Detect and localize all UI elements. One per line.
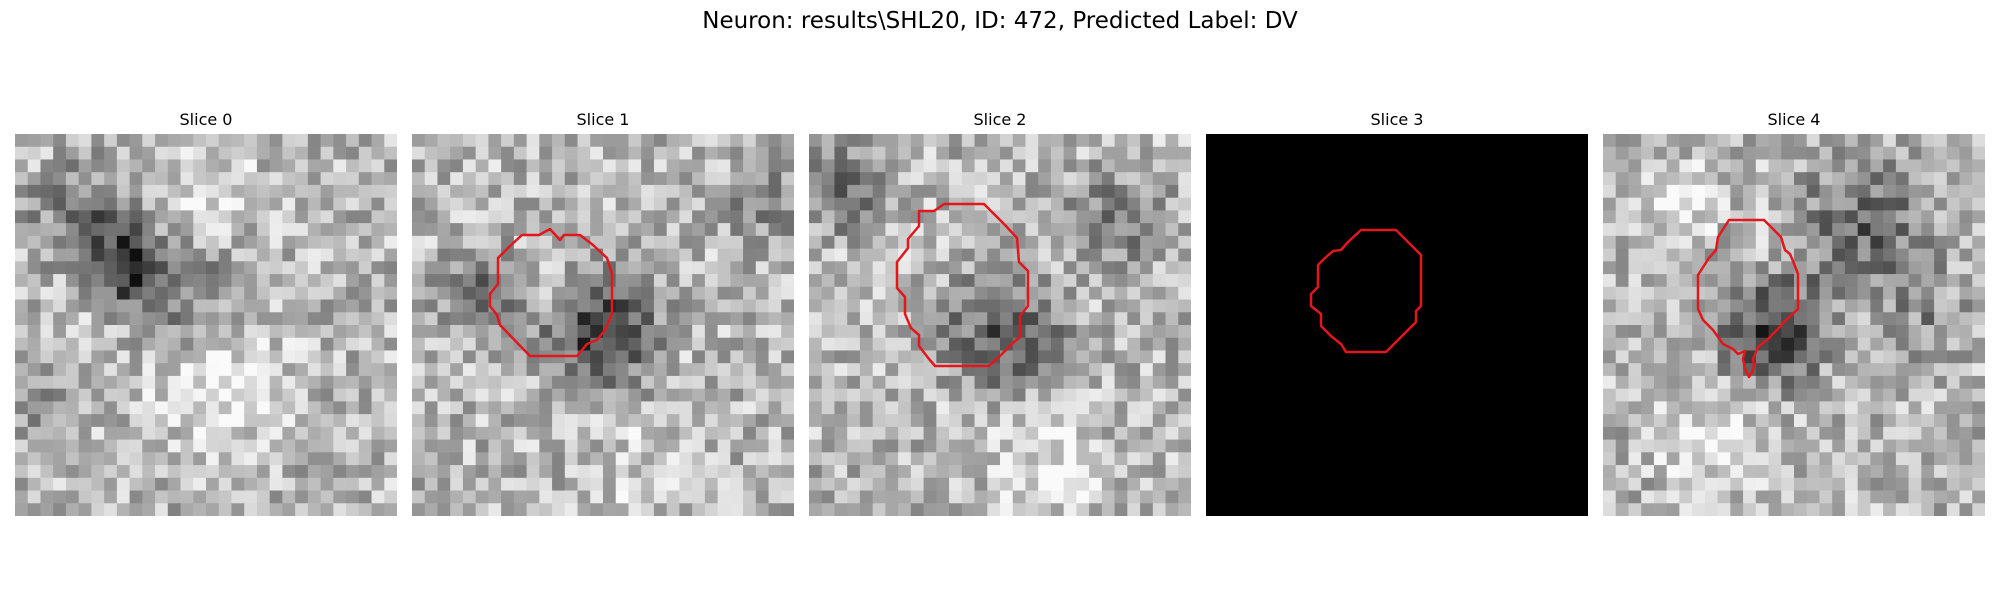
slice-panel-0: Slice 0 xyxy=(15,110,397,519)
slice-panel-2: Slice 2 xyxy=(809,110,1191,519)
slice-pixels xyxy=(412,134,794,516)
slice-image-4 xyxy=(1603,134,1985,516)
figure-title: Neuron: results\SHL20, ID: 472, Predicte… xyxy=(702,8,1298,34)
slice-image-0 xyxy=(15,134,397,516)
slice-title-4: Slice 4 xyxy=(1767,110,1821,129)
slice-title-2: Slice 2 xyxy=(973,110,1027,129)
slice-background xyxy=(1206,134,1588,516)
slice-image-1 xyxy=(412,134,794,516)
roi-contour xyxy=(1696,218,1800,379)
slice-image-3 xyxy=(1206,134,1588,516)
slice-image-2 xyxy=(809,134,1191,516)
slice-title-0: Slice 0 xyxy=(179,110,233,129)
slice-pixels xyxy=(809,134,1191,516)
slice-title-1: Slice 1 xyxy=(576,110,630,129)
slice-panel-4: Slice 4 xyxy=(1603,110,1985,519)
roi-contour xyxy=(488,227,614,358)
slice-pixels xyxy=(15,134,397,516)
slice-pixels xyxy=(1603,134,1985,516)
roi-contour xyxy=(895,202,1030,368)
roi-contour xyxy=(1309,228,1423,354)
slice-title-3: Slice 3 xyxy=(1370,110,1424,129)
slice-panel-1: Slice 1 xyxy=(412,110,794,519)
slice-panel-3: Slice 3 xyxy=(1206,110,1588,519)
